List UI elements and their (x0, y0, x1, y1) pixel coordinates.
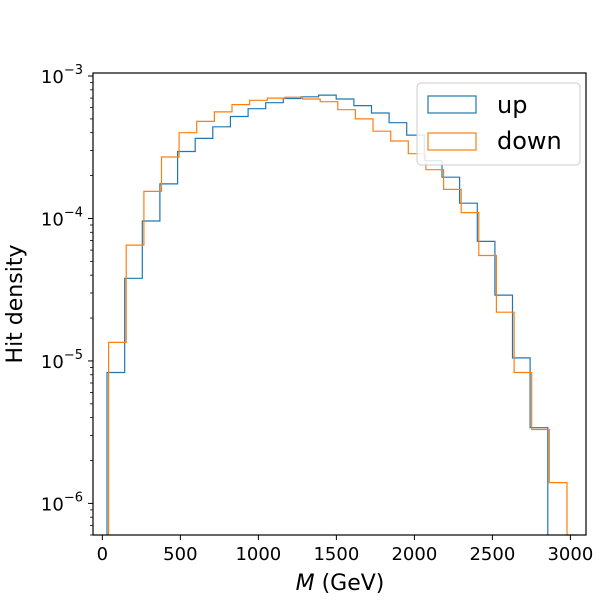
series-up-steps (106, 94, 549, 535)
legend: up down (416, 82, 581, 166)
y-axis: 10−6 10−5 10−4 10−3 (41, 63, 93, 536)
legend-label-up: up (497, 91, 527, 119)
x-axis: 0 500 1000 1500 2000 2500 3000 (97, 535, 593, 565)
plot-frame (92, 72, 587, 536)
x-tick-label: 1500 (313, 544, 359, 565)
x-axis-label-symbol: M (296, 571, 315, 596)
x-axis-label: M (GeV) (296, 571, 385, 596)
y-tick-label: 10−5 (41, 348, 83, 373)
y-axis-label: Hit density (3, 245, 28, 364)
y-tick-label: 10−4 (41, 205, 83, 230)
x-tick-label: 0 (97, 544, 108, 565)
legend-box (416, 82, 581, 166)
x-tick-label: 3000 (547, 544, 593, 565)
legend-swatch-up (427, 95, 477, 114)
x-tick-label: 500 (163, 544, 197, 565)
x-axis-label-unit: (GeV) (315, 571, 385, 596)
x-tick-label: 2000 (391, 544, 437, 565)
x-tick-label: 2500 (469, 544, 515, 565)
series-layer (106, 94, 577, 536)
legend-label-down: down (497, 127, 562, 155)
legend-swatch-down (427, 132, 477, 151)
x-tick-label: 1000 (235, 544, 281, 565)
y-tick-label: 10−6 (41, 490, 83, 515)
series-down-steps (108, 96, 577, 536)
y-tick-label: 10−3 (41, 63, 83, 88)
